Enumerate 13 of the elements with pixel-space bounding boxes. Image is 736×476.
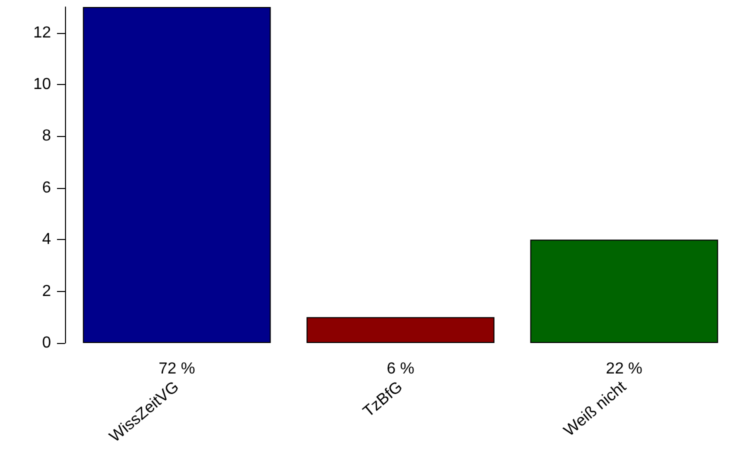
y-tick-label: 8 — [42, 128, 52, 145]
y-tick-label: 12 — [33, 24, 52, 42]
y-tick-label: 10 — [33, 76, 52, 94]
bar — [530, 240, 718, 343]
y-tick-label: 6 — [42, 179, 52, 196]
text: 6 % — [386, 360, 414, 378]
y-tick-label: 2 — [42, 282, 52, 300]
text: 22 % — [606, 360, 642, 378]
bar — [82, 7, 271, 343]
bar — [306, 317, 494, 343]
y-tick-label: 0 — [42, 334, 52, 352]
text: 72 % — [158, 360, 196, 378]
y-tick-label: 4 — [42, 231, 52, 248]
